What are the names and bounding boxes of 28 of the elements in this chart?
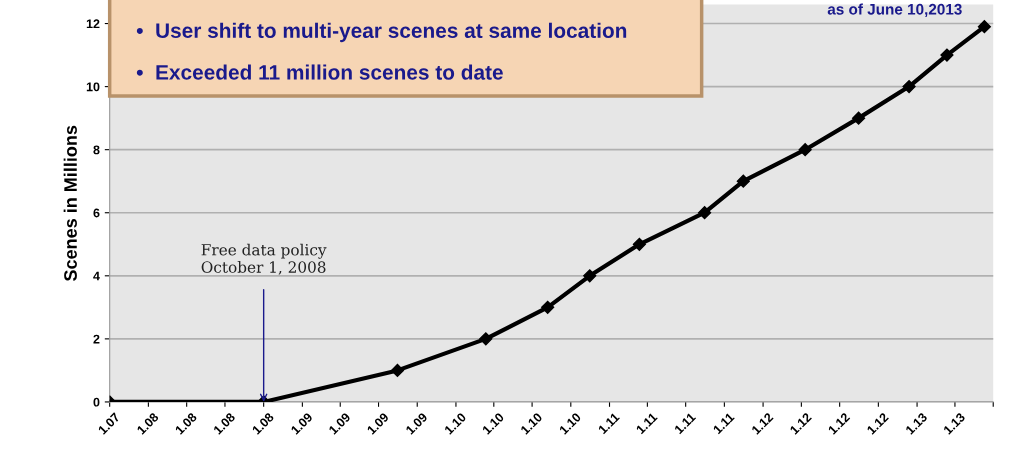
annotation: as of June 10,2013 (827, 3, 962, 17)
point (632, 237, 646, 251)
point (977, 20, 991, 34)
point (583, 269, 597, 283)
y-tick-label: 10 (86, 82, 100, 92)
x-tick-label: 1.11 (712, 412, 735, 435)
point (698, 206, 712, 220)
y-tick-label: 4 (93, 271, 100, 281)
y-tick-label: 12 (86, 19, 100, 29)
y-axis-title: Scenes in Millions (63, 125, 77, 282)
x-tick-label: 1.11 (597, 412, 620, 435)
point (736, 174, 750, 188)
y-tick-label: 6 (93, 208, 100, 218)
point (541, 300, 555, 314)
point (902, 80, 916, 94)
x-tick-label: 1.11 (635, 412, 658, 435)
y-tick-label: 2 (93, 334, 100, 344)
point (852, 111, 866, 125)
annotation: • Exceeded 11 million scenes to date (136, 64, 503, 80)
y-tick-label: 0 (93, 397, 100, 407)
point (798, 143, 812, 157)
annotation: Free data policy October 1, 2008 (201, 243, 327, 275)
point (390, 363, 405, 377)
point (479, 332, 493, 346)
x-tick-label: 1.11 (674, 412, 697, 435)
annotation: • User shift to multi-year scenes at same location (136, 22, 627, 43)
y-tick-label: 8 (93, 145, 100, 155)
point (940, 48, 954, 62)
